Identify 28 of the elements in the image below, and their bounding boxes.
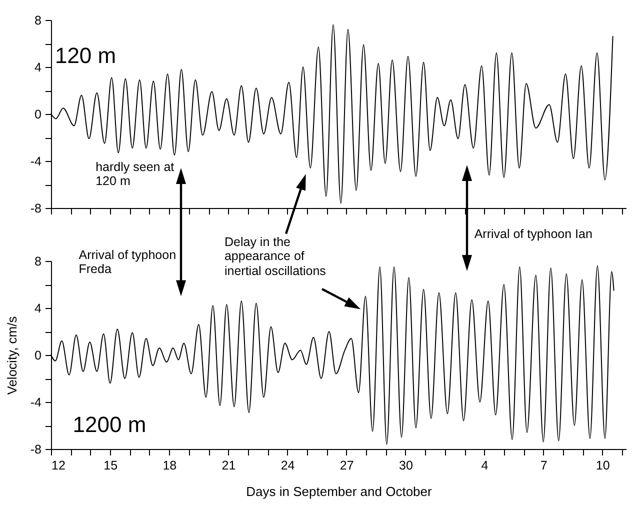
y-tick-label: -4 xyxy=(30,396,42,410)
y-tick-label: -8 xyxy=(30,202,42,216)
annotation: 120 m xyxy=(54,43,116,68)
x-tick-label: 24 xyxy=(280,458,295,472)
y-tick-label: 4 xyxy=(34,60,42,74)
y-tick-label: 8 xyxy=(34,14,42,28)
y-axis-title: Velocity, cm/s xyxy=(4,316,20,395)
x-tick-label: 27 xyxy=(340,458,354,472)
x-tick-label: 21 xyxy=(222,458,236,472)
x-tick-label: 12 xyxy=(52,458,66,472)
x-tick-label: 7 xyxy=(540,458,548,472)
text: Arrival of typhoon Ian xyxy=(474,227,592,242)
annotation: hardly seen at 120 m xyxy=(96,160,176,189)
y-tick-label: -8 xyxy=(30,442,42,456)
x-tick-label: 18 xyxy=(162,458,177,472)
annotation: Arrival of typhoon Freda xyxy=(78,248,178,276)
x-tick-label: 4 xyxy=(481,458,488,472)
annotation: 1200 m xyxy=(72,412,146,438)
x-tick-label: 15 xyxy=(104,458,118,472)
x-tick-label: 10 xyxy=(596,458,610,472)
y-tick-label: 0 xyxy=(34,108,42,122)
y-tick-label: 8 xyxy=(34,254,42,268)
x-tick-label: 30 xyxy=(399,458,413,472)
x-axis-title: Days in September and October xyxy=(246,484,433,499)
annotation: Delay in the appearance of inertial oscillations xyxy=(224,234,327,278)
y-tick-label: -4 xyxy=(30,154,42,168)
y-tick-label: 0 xyxy=(34,348,42,362)
y-tick-label: 4 xyxy=(34,302,42,316)
